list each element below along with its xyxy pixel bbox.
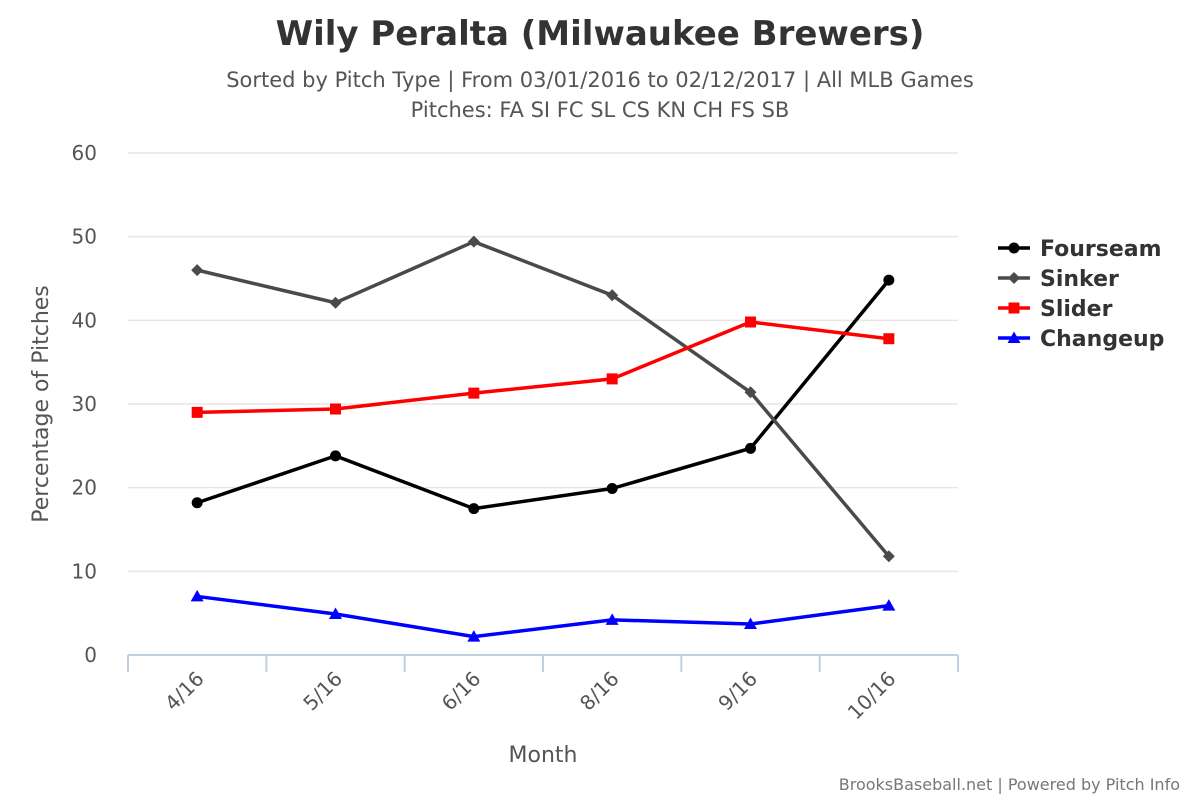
x-axis-title: Month (509, 743, 578, 768)
x-axis: 4/16 5/16 6/16 8/16 9/16 10/16 (127, 654, 959, 725)
y-tick-label: 30 (72, 392, 97, 416)
data-point-sinker (606, 289, 619, 302)
data-point-sinker (191, 264, 204, 277)
y-tick-label: 20 (72, 476, 97, 500)
data-point-sinker (329, 296, 342, 309)
data-point-slider (606, 373, 618, 385)
legend-item-changeup[interactable]: Changeup (998, 327, 1164, 352)
series-line-slider (197, 320, 890, 415)
data-point-changeup (329, 607, 342, 620)
credits-text[interactable]: BrooksBaseball.net | Powered by Pitch In… (838, 775, 1180, 794)
chart-title: Wily Peralta (Milwaukee Brewers) (275, 14, 925, 54)
series-layer (190, 235, 896, 642)
legend-label: Fourseam (1040, 237, 1162, 262)
data-point-fourseam (606, 483, 618, 495)
data-point-sinker (882, 550, 895, 563)
y-tick-label: 60 (72, 141, 97, 165)
data-point-changeup (882, 599, 896, 611)
data-point-sinker (467, 235, 480, 248)
legend-marker-circle (1008, 242, 1020, 254)
data-point-fourseam (745, 442, 756, 454)
data-point-changeup (190, 589, 204, 602)
legend-marker-square (1008, 302, 1020, 314)
series-fourseam (191, 274, 895, 515)
series-line-changeup (196, 594, 890, 639)
data-point-fourseam (330, 450, 341, 462)
chart-subtitle-line-1: Sorted by Pitch Type | From 03/01/2016 t… (226, 68, 974, 92)
series-sinker (191, 235, 895, 563)
series-slider (191, 316, 895, 418)
data-point-fourseam (468, 503, 480, 515)
series-changeup (190, 589, 896, 642)
data-point-fourseam (191, 497, 203, 509)
legend-item-sinker[interactable]: Sinker (998, 267, 1119, 292)
legend-label: Changeup (1040, 327, 1164, 352)
y-tick-label: 50 (72, 225, 97, 249)
x-tick-label: 4/16 (160, 667, 209, 716)
legend: Fourseam Sinker Slider Changeup (998, 237, 1164, 352)
y-axis-ticks: 0 10 20 30 40 50 60 (72, 141, 97, 667)
y-tick-label: 10 (72, 559, 97, 583)
x-tick-label: 8/16 (575, 667, 624, 716)
y-axis-title: Percentage of Pitches (29, 285, 54, 523)
data-point-changeup (744, 617, 757, 630)
data-point-fourseam (883, 274, 895, 286)
legend-label: Sinker (1040, 267, 1119, 292)
x-tick-label: 5/16 (298, 667, 347, 716)
data-point-slider (330, 403, 341, 415)
grid-lines (128, 152, 958, 573)
data-point-changeup (605, 613, 619, 625)
x-tick-label: 9/16 (713, 667, 762, 716)
legend-item-fourseam[interactable]: Fourseam (998, 237, 1162, 262)
data-point-slider (468, 387, 480, 399)
legend-marker-diamond (1008, 272, 1020, 284)
y-tick-label: 40 (72, 308, 97, 332)
series-line-fourseam (196, 279, 891, 511)
x-tick-label: 10/16 (843, 667, 901, 725)
data-point-sinker (744, 386, 757, 399)
chart-subtitle-line-2: Pitches: FA SI FC SL CS KN CH FS SB (410, 98, 790, 122)
data-point-slider (745, 316, 756, 328)
data-point-changeup (467, 630, 481, 642)
x-tick-label: 6/16 (437, 667, 486, 716)
data-point-slider (883, 333, 895, 345)
legend-marker-triangle (1007, 331, 1021, 343)
legend-item-slider[interactable]: Slider (998, 297, 1113, 322)
legend-label: Slider (1040, 297, 1113, 322)
y-tick-label: 0 (84, 643, 97, 667)
series-line-sinker (196, 239, 891, 558)
data-point-slider (191, 406, 203, 418)
